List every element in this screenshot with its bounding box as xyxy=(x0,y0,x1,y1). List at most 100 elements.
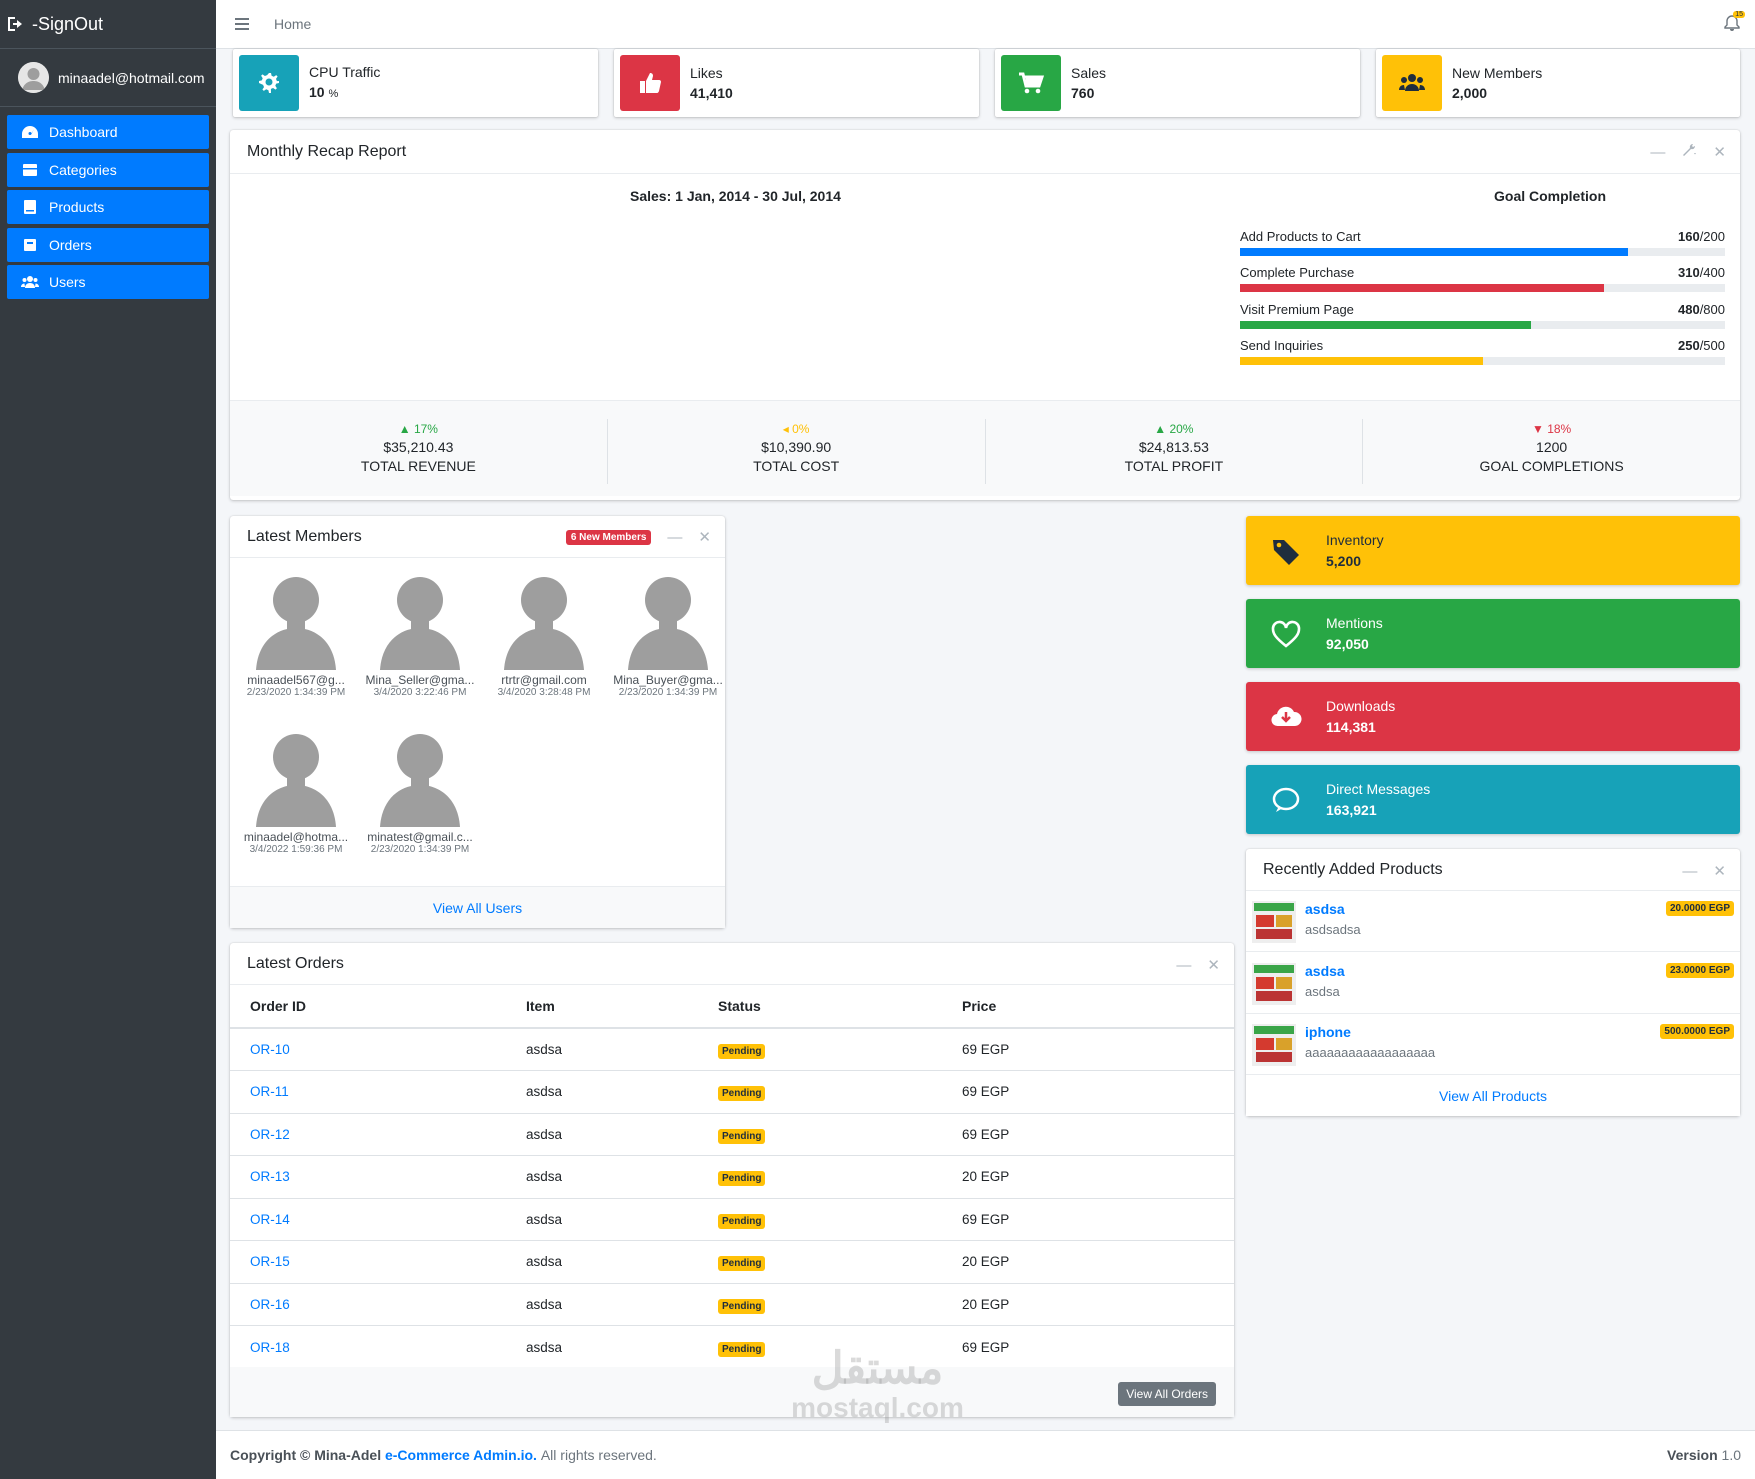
product-thumbnail xyxy=(1252,963,1296,1005)
sidebar-nav: Dashboard Categories Products Orders Use… xyxy=(0,107,216,311)
avatar xyxy=(504,577,584,670)
member-name[interactable]: minaadel@hotma... xyxy=(243,830,349,844)
progress-label: Complete Purchase xyxy=(1240,265,1355,280)
small-box-value: 163,921 xyxy=(1326,801,1377,818)
status-badge: Pending xyxy=(718,1341,766,1357)
book-icon xyxy=(24,200,36,214)
close-icon[interactable]: ✕ xyxy=(698,529,711,546)
view-all-products-link[interactable]: View All Products xyxy=(1246,1074,1740,1116)
small-box-downloads: Downloads 114,381 xyxy=(1246,682,1740,751)
sidebar-item-categories[interactable]: Categories xyxy=(7,152,209,187)
order-id-link[interactable]: OR-10 xyxy=(230,1028,526,1071)
member-name[interactable]: Mina_Seller@gma... xyxy=(365,673,475,687)
member-date: 2/23/2020 1:34:39 PM xyxy=(618,687,718,698)
card-header: Latest Members 6 New Members — ✕ xyxy=(230,516,725,558)
collapse-icon[interactable]: — xyxy=(1176,956,1192,974)
card-footer xyxy=(230,1367,1234,1417)
recent-products-card: Recently Added Products — ✕ asdsa asdsad… xyxy=(1246,849,1740,1116)
product-item: asdsa asdsadsa 20.0000 EGP xyxy=(1246,891,1740,952)
amount: 1200 xyxy=(1536,439,1568,455)
order-id-link[interactable]: OR-15 xyxy=(230,1240,526,1284)
box-icon xyxy=(24,238,36,251)
member-name[interactable]: rtrtr@gmail.com xyxy=(501,673,587,687)
cloud-download-icon xyxy=(1271,706,1302,726)
member-name[interactable]: Mina_Buyer@gma... xyxy=(613,673,723,687)
member-name[interactable]: minatest@gmail.c... xyxy=(367,830,473,844)
order-price: 20 EGP xyxy=(962,1155,1234,1199)
status-badge: Pending xyxy=(718,1256,766,1272)
order-price: 69 EGP xyxy=(962,1113,1234,1156)
product-name-link[interactable]: iphone xyxy=(1305,1024,1351,1040)
member-date: 3/4/2022 1:59:36 PM xyxy=(249,844,343,855)
signout-link[interactable]: -SignOut xyxy=(0,0,216,49)
product-description: asdsa xyxy=(1305,984,1340,999)
product-description: aaaaaaaaaaaaaaaaaa xyxy=(1305,1045,1436,1060)
sidebar-item-label: Categories xyxy=(49,161,117,178)
sidebar-item-products[interactable]: Products xyxy=(7,190,209,224)
order-id-link[interactable]: OR-16 xyxy=(230,1283,526,1326)
product-name-link[interactable]: asdsa xyxy=(1305,963,1345,979)
progress-label: Add Products to Cart xyxy=(1240,229,1361,244)
member-item[interactable]: minatest@gmail.c... 2/23/2020 1:34:39 PM xyxy=(358,723,482,855)
info-box-new-members: New Members 2,000 xyxy=(1376,49,1740,117)
description-block: ▲ 20% $24,813.53 TOTAL PROFIT xyxy=(986,419,1364,484)
menu-toggle-icon[interactable] xyxy=(235,18,249,30)
price-badge: 20.0000 EGP xyxy=(1665,901,1734,916)
sidebar-item-dashboard[interactable]: Dashboard xyxy=(7,115,209,149)
progress-bar-fill xyxy=(1240,284,1604,292)
user-panel[interactable]: minaadel@hotmail.com xyxy=(0,49,216,107)
collapse-icon[interactable]: — xyxy=(1682,862,1698,880)
close-icon[interactable]: ✕ xyxy=(1713,863,1726,880)
small-box-value: 92,050 xyxy=(1326,635,1369,652)
sidebar-item-orders[interactable]: Orders xyxy=(7,227,209,262)
info-box-icon xyxy=(239,55,299,111)
price-badge: 500.0000 EGP xyxy=(1660,1024,1734,1039)
close-icon[interactable]: ✕ xyxy=(1207,957,1220,974)
info-box-value: 10 xyxy=(309,84,325,100)
order-id-link[interactable]: OR-11 xyxy=(230,1070,526,1114)
progress-total: /500 xyxy=(1699,338,1725,353)
member-name[interactable]: minaadel567@g... xyxy=(247,673,345,687)
member-item[interactable]: minaadel567@g... 2/23/2020 1:34:39 PM xyxy=(234,566,358,698)
amount: $10,390.90 xyxy=(761,439,832,455)
avatar xyxy=(18,62,49,93)
info-box-cpu-traffic: CPU Traffic 10 % xyxy=(233,49,598,117)
member-item[interactable]: Mina_Seller@gma... 3/4/2020 3:22:46 PM xyxy=(358,566,482,698)
description-label: TOTAL COST xyxy=(753,458,840,474)
column-header: Price xyxy=(962,985,1234,1029)
card-header: Latest Orders — ✕ xyxy=(230,943,1234,985)
view-all-orders-button[interactable]: View All Orders xyxy=(1118,1382,1216,1406)
progress-group: Send Inquiries 250/500 xyxy=(1240,338,1725,365)
table-row: OR-10 asdsa Pending 69 EGP xyxy=(230,1028,1234,1071)
view-all-users-link[interactable]: View All Users xyxy=(230,886,725,928)
avatar xyxy=(256,734,336,827)
order-id-link[interactable]: OR-18 xyxy=(250,1339,290,1355)
user-email: minaadel@hotmail.com xyxy=(58,69,205,86)
order-id-link[interactable]: OR-13 xyxy=(230,1155,526,1199)
product-name-link[interactable]: asdsa xyxy=(1305,901,1345,917)
order-item: asdsa xyxy=(526,1283,718,1326)
collapse-icon[interactable]: — xyxy=(1650,143,1666,161)
info-box-value: 41,410 xyxy=(690,85,733,101)
small-box-label: Direct Messages xyxy=(1326,780,1431,797)
progress-bar xyxy=(1240,248,1725,256)
member-item[interactable]: Mina_Buyer@gma... 2/23/2020 1:34:39 PM xyxy=(606,566,730,698)
sidebar-item-users[interactable]: Users xyxy=(7,265,209,299)
notifications-button[interactable]: 15 xyxy=(1723,11,1745,32)
progress-bar xyxy=(1240,284,1725,292)
order-id-link[interactable]: OR-12 xyxy=(230,1113,526,1156)
close-icon[interactable]: ✕ xyxy=(1713,144,1726,161)
brand-link[interactable]: e-Commerce Admin.io. xyxy=(384,1447,537,1463)
small-box-value: 5,200 xyxy=(1326,552,1362,569)
order-id-link[interactable]: OR-14 xyxy=(230,1198,526,1241)
card-title: Recently Added Products xyxy=(1263,860,1443,878)
member-item[interactable]: rtrtr@gmail.com 3/4/2020 3:28:48 PM xyxy=(482,566,606,698)
table-row: OR-14 asdsa Pending 69 EGP xyxy=(230,1198,1234,1241)
order-price: 20 EGP xyxy=(962,1240,1234,1284)
collapse-icon[interactable]: — xyxy=(667,528,683,546)
member-item[interactable]: minaadel@hotma... 3/4/2022 1:59:36 PM xyxy=(234,723,358,855)
wrench-icon[interactable] xyxy=(1681,143,1697,161)
rights-text: All rights reserved. xyxy=(540,1447,657,1463)
home-link[interactable]: Home xyxy=(274,16,312,32)
order-item: asdsa xyxy=(526,1339,563,1355)
